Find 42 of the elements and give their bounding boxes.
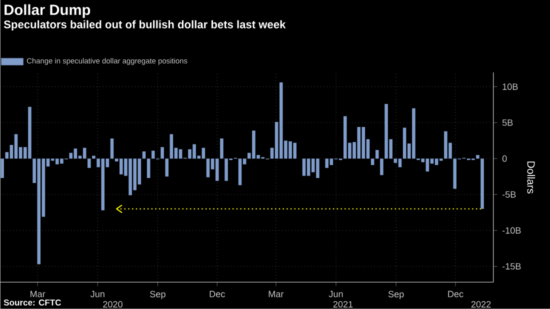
bar [152, 150, 155, 159]
bar [146, 158, 150, 178]
bar [88, 158, 91, 168]
y-axis-title: Dollars [527, 162, 536, 194]
text: 2021 [333, 301, 353, 308]
chart-title: Dollar Dump [4, 4, 90, 18]
x-tick-label: Dec [210, 290, 225, 298]
y-tick-label: 10B [502, 84, 518, 90]
bar [476, 155, 480, 159]
x-tick-label: Dec [448, 290, 464, 298]
source-note: Source: CFTC [4, 300, 62, 306]
bar [165, 158, 168, 177]
x-tick-label: Jun [328, 290, 343, 298]
bar [370, 158, 374, 166]
bar [92, 156, 96, 159]
y-tick-label: -10B [502, 227, 521, 234]
bar [380, 158, 384, 176]
y-tick-label: -5B [502, 191, 516, 198]
y-tick-label: 0 [502, 155, 507, 162]
text: 2020 [103, 301, 122, 308]
x-tick-label: Sep [388, 290, 404, 300]
bar [220, 138, 224, 159]
x-tick-label: Mar [268, 290, 284, 298]
bar [238, 158, 242, 186]
x-tick-label: Mar [30, 290, 46, 298]
y-tick-label: -15B [502, 263, 521, 270]
x-tick-label: Sep [150, 290, 166, 300]
bar [170, 134, 174, 159]
bar [375, 150, 379, 159]
bar [0, 158, 4, 178]
bar [110, 138, 114, 159]
bar [302, 158, 306, 176]
bar [160, 147, 164, 159]
y-tick-label: 5B [502, 120, 513, 126]
chart-subtitle: Speculators bailed out of bullish dollar bets last week [4, 20, 286, 31]
bar [480, 158, 484, 209]
bar [394, 158, 398, 163]
bar [206, 158, 210, 178]
bar [14, 134, 18, 159]
text: 2022 [471, 301, 491, 308]
x-tick-label: Jun [90, 290, 104, 298]
bar [398, 158, 402, 168]
